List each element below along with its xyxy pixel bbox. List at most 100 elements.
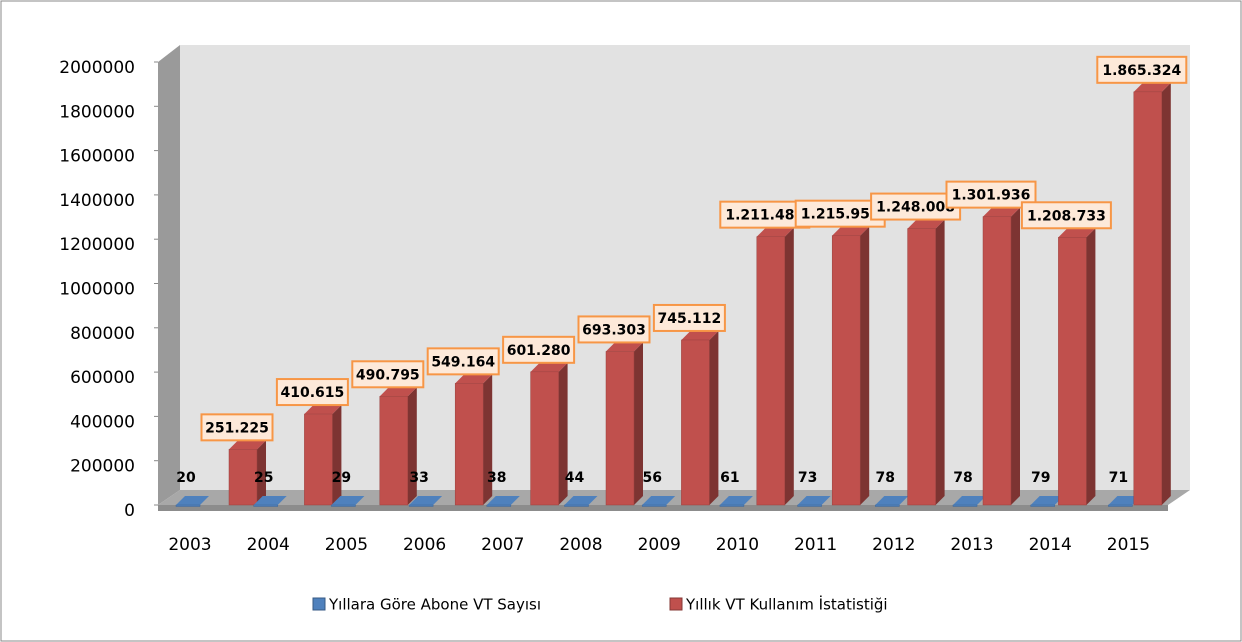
bar-side [277,495,287,505]
bar-top [832,226,870,236]
bar-side [709,330,719,505]
value-label-box [1096,55,1188,84]
bar [952,504,978,507]
bar-top [564,495,598,505]
value-label: 1.248.008 [876,200,955,216]
value-label-box [577,315,651,344]
y-tick-label: 600000 [70,368,135,388]
x-tick-label: 2010 [716,535,759,555]
bar-side [200,495,209,505]
bar-top [606,342,643,352]
y-tick-label: 1000000 [59,280,135,300]
value-label: 25 [254,470,273,486]
value-label: 78 [876,470,895,486]
bar-top [176,495,209,505]
x-tick-label: 2011 [794,535,837,555]
value-label: 251.225 [205,420,269,436]
bar [1058,237,1087,506]
bar-side [433,495,443,505]
x-tick-label: 2005 [325,535,368,555]
bar-top [875,495,909,505]
bar-side [899,495,909,505]
value-label: 1.215.955 [801,207,880,223]
x-tick-label: 2007 [481,535,524,555]
legend-label: Yıllara Göre Abone VT Sayısı [328,596,541,614]
bar-top [486,495,520,505]
value-label-box [870,192,962,221]
bar-side [1086,228,1096,506]
value-label: 61 [720,470,739,486]
value-label-box [200,413,274,442]
bar [907,228,936,506]
value-label: 1.865.324 [1102,63,1181,79]
y-tick-label: 1800000 [59,102,135,122]
value-label: 78 [953,470,972,486]
value-label: 490.795 [356,367,420,383]
bar [875,504,900,507]
bar-side [784,227,794,506]
bar-side [1011,207,1020,506]
bar [719,504,745,507]
bar-top [642,495,676,505]
bar-top [331,495,365,505]
y-tick-label: 1600000 [59,147,135,167]
bar-side [935,219,945,505]
value-label: 29 [332,470,351,486]
value-label: 20 [176,470,196,486]
value-label: 33 [409,470,428,486]
bar-top [953,495,986,505]
bar-side [743,495,753,505]
bar-top [455,374,493,384]
x-tick-label: 2009 [638,535,681,555]
bar [1133,91,1163,506]
bar [564,504,589,507]
bar-top [253,495,287,505]
bar [530,371,559,506]
bar-top [681,330,719,340]
value-label: 693.303 [582,322,646,338]
y-tick-label: 400000 [70,412,135,432]
bar [253,504,278,507]
value-label-box [502,335,576,364]
value-label: 71 [1109,470,1128,486]
bar-side [483,374,493,505]
x-tick-label: 2004 [247,535,290,555]
bar-side [407,387,417,505]
bar [486,504,512,507]
bar-side [558,362,568,505]
bar [175,504,201,507]
x-tick-label: 2015 [1107,535,1150,555]
bar [331,504,356,507]
x-tick-label: 2014 [1029,535,1072,555]
bar-side [332,405,342,505]
value-label: 1.301.936 [952,188,1031,204]
value-label: 38 [487,470,506,486]
bar-top [379,387,417,397]
value-label: 44 [565,470,585,486]
value-label-box [652,303,726,332]
bar [982,216,1012,506]
bar-side [355,495,365,505]
legend-swatch [312,597,326,611]
bar-top [1058,228,1096,238]
bar [454,383,484,506]
bar [408,504,434,507]
y-tick-label: 200000 [70,457,135,477]
x-tick-label: 2012 [872,535,915,555]
bar-top [530,362,568,372]
value-label-box [351,360,425,389]
x-tick-label: 2008 [559,535,602,555]
y-tick-label: 2000000 [59,58,135,78]
value-label-box [945,180,1037,209]
bar-side [860,226,870,506]
value-label: 73 [798,470,817,486]
x-tick-label: 2013 [950,535,993,555]
bar-top [1108,495,1142,505]
bar-top [797,495,831,505]
bar [1108,504,1133,507]
y-tick-label: 1400000 [59,191,135,211]
bar-top [1133,82,1171,92]
bar-top [1030,495,1064,505]
bar-side [510,495,520,505]
